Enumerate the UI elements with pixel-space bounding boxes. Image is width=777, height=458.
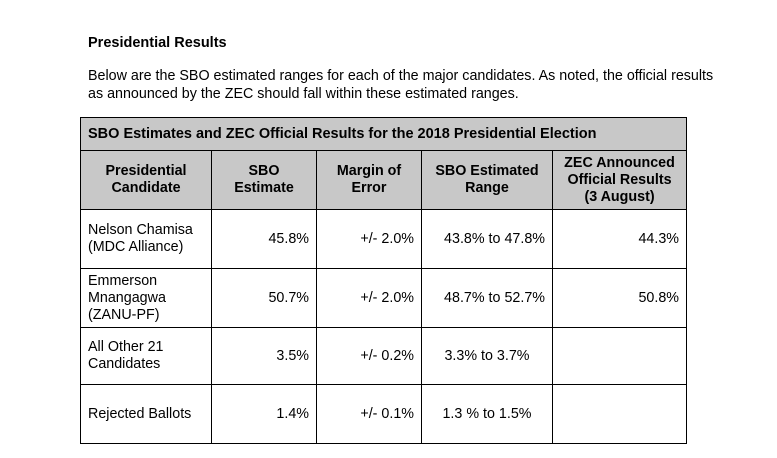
header-sbo-estimate: SBO Estimate (211, 150, 317, 210)
margin-cell: +/- 0.1% (316, 384, 422, 444)
candidate-cell: Nelson Chamisa (MDC Alliance) (80, 209, 212, 269)
section-heading: Presidential Results (88, 35, 227, 51)
table-caption: SBO Estimates and ZEC Official Results f… (79, 117, 688, 151)
estimate-cell: 50.7% (211, 268, 317, 328)
candidate-cell: All Other 21 Candidates (80, 327, 212, 385)
margin-cell: +/- 2.0% (316, 268, 422, 328)
header-estimated-range: SBO Estimated Range (421, 150, 553, 210)
table-row: All Other 21 Candidates 3.5% +/- 0.2% 3.… (80, 327, 688, 385)
official-cell (551, 384, 688, 444)
intro-paragraph: Below are the SBO estimated ranges for e… (88, 68, 714, 102)
official-cell (551, 327, 688, 385)
estimate-cell: 1.4% (211, 384, 317, 444)
header-official-results: ZEC Announced Official Results (3 August… (551, 150, 688, 210)
header-candidate: Presidential Candidate (80, 150, 212, 210)
candidate-cell: Rejected Ballots (80, 384, 212, 444)
candidate-cell: Emmerson Mnangagwa (ZANU-PF) (80, 268, 212, 328)
margin-cell: +/- 0.2% (316, 327, 422, 385)
estimate-cell: 3.5% (211, 327, 317, 385)
official-cell: 50.8% (551, 268, 688, 328)
table-header-row: Presidential Candidate SBO Estimate Marg… (80, 150, 688, 210)
range-cell: 3.3% to 3.7% (421, 327, 553, 385)
margin-cell: +/- 2.0% (316, 209, 422, 269)
range-cell: 1.3 % to 1.5% (421, 384, 553, 444)
header-margin-of-error: Margin of Error (316, 150, 422, 210)
results-table: SBO Estimates and ZEC Official Results f… (79, 117, 688, 444)
table-row: Rejected Ballots 1.4% +/- 0.1% 1.3 % to … (80, 384, 688, 444)
range-cell: 43.8% to 47.8% (421, 209, 553, 269)
estimate-cell: 45.8% (211, 209, 317, 269)
table-row: Nelson Chamisa (MDC Alliance) 45.8% +/- … (80, 209, 688, 269)
range-cell: 48.7% to 52.7% (421, 268, 553, 328)
official-cell: 44.3% (551, 209, 688, 269)
table-row: Emmerson Mnangagwa (ZANU-PF) 50.7% +/- 2… (80, 268, 688, 328)
